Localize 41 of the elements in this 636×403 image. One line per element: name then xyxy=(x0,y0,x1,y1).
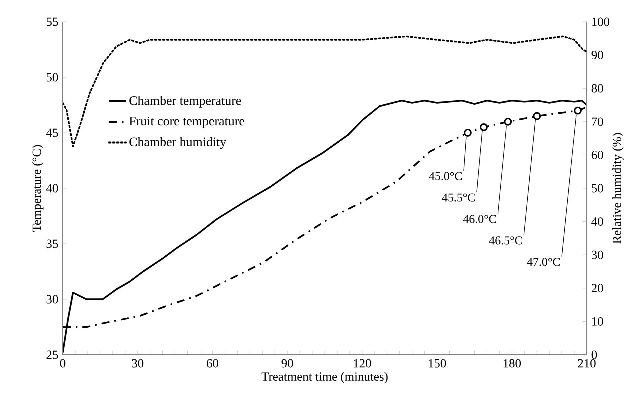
y2-tick-label: 10 xyxy=(592,318,604,326)
annotation: 45.5°C xyxy=(442,194,475,202)
y2-tick-label: 60 xyxy=(592,150,604,160)
point xyxy=(504,118,512,126)
x-tick-label: 60 xyxy=(207,359,218,368)
x-tick-label: 120 xyxy=(354,359,372,368)
annotation: 46.5°C xyxy=(489,236,522,245)
x-axis-title: Treatment time (minutes) xyxy=(262,372,388,384)
point xyxy=(480,124,488,132)
y2-tick-label: 30 xyxy=(592,250,604,260)
y2-tick-label: 20 xyxy=(592,284,604,293)
x-tick-label: 30 xyxy=(132,359,144,368)
x-tick-label: 0 xyxy=(60,359,66,368)
point xyxy=(533,112,542,120)
y-tick-label: 35 xyxy=(46,240,58,248)
x-tick-label: 150 xyxy=(429,359,446,368)
y2-tick-label: 80 xyxy=(592,84,604,93)
y2-tick-label: 0 xyxy=(592,350,598,360)
y-tick-label: 50 xyxy=(46,73,58,82)
y2-tick-label: 70 xyxy=(592,118,604,126)
annotation: 46.0°C xyxy=(463,215,496,224)
y-tick-label: 25 xyxy=(46,350,58,360)
legend-label: Chamber humidity xyxy=(130,137,227,150)
y2-tick-label: 50 xyxy=(592,184,604,193)
y-tick-label: 40 xyxy=(46,184,58,193)
y-tick-label: 55 xyxy=(46,18,58,26)
y-tick-label: 30 xyxy=(46,295,58,304)
x-tick-label: 90 xyxy=(282,359,294,368)
legend-label: Fruit core temperature xyxy=(129,116,244,128)
y-tick-label: 45 xyxy=(46,128,58,138)
x-tick-label: 180 xyxy=(504,359,522,368)
y-axis-title: Temperature (°C) xyxy=(32,145,44,232)
point xyxy=(464,129,472,137)
annotation: 47.0°C xyxy=(527,258,560,266)
y2-tick-label: 90 xyxy=(592,51,604,60)
x-tick-label: 210 xyxy=(578,359,596,368)
y2-axis-title: Relative humidity (%) xyxy=(612,133,624,244)
annotation: 45.0°C xyxy=(429,172,462,180)
y2-tick-label: 100 xyxy=(592,18,610,26)
legend-label: Chamber temperature xyxy=(130,96,242,108)
y2-tick-label: 40 xyxy=(592,218,604,226)
